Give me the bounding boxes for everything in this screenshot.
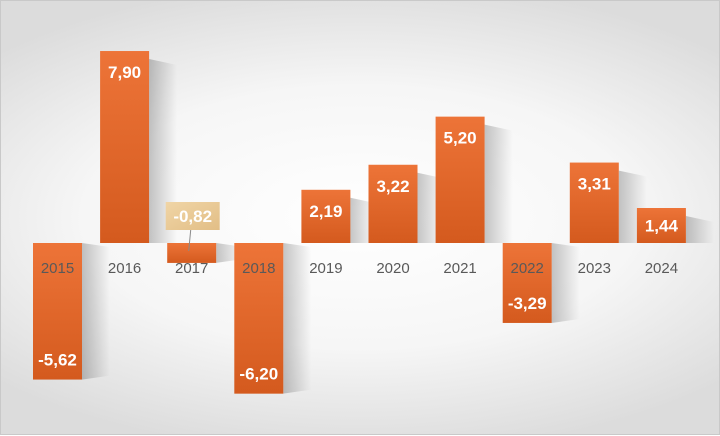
data-label-callout [165,202,220,230]
bar-2016 [100,51,150,243]
data-label: -0,82 [173,207,212,226]
bar-shadow [82,243,110,380]
bar-shadow [283,243,312,394]
bar-2022 [502,243,552,323]
data-label: 5,20 [444,129,477,148]
x-tick-label: 2019 [309,260,342,277]
data-label: 3,22 [376,177,409,196]
bar-shadow [149,59,178,243]
data-label: -6,20 [239,365,278,384]
data-label: -5,62 [38,351,77,370]
bar-2015 [33,243,82,380]
bar-2018 [234,243,284,394]
bar-2024 [636,208,686,243]
x-tick-label: 2020 [376,260,409,277]
data-label: 3,31 [578,175,611,194]
data-label: -3,29 [508,294,547,313]
bar-2017 [167,243,217,263]
bar-shadow [484,124,513,243]
x-tick-label: 2016 [108,260,141,277]
data-label: 2,19 [309,202,342,221]
x-tick-label: 2015 [41,260,74,277]
bar-2023 [569,162,619,243]
x-tick-label: 2023 [578,260,611,277]
bar-2019 [301,189,351,243]
bar-2021 [435,116,485,243]
x-tick-label: 2017 [175,260,208,277]
bar-shadow [551,243,580,323]
data-label: 1,44 [645,217,679,236]
x-tick-label: 2018 [242,260,275,277]
data-label: 7,90 [108,63,141,82]
callout-leader-line [188,229,192,252]
x-tick-label: 2021 [443,260,476,277]
bar-2020 [368,164,418,243]
bar-shadow [685,216,714,243]
x-tick-label: 2024 [645,260,678,277]
x-tick-label: 2022 [511,260,544,277]
